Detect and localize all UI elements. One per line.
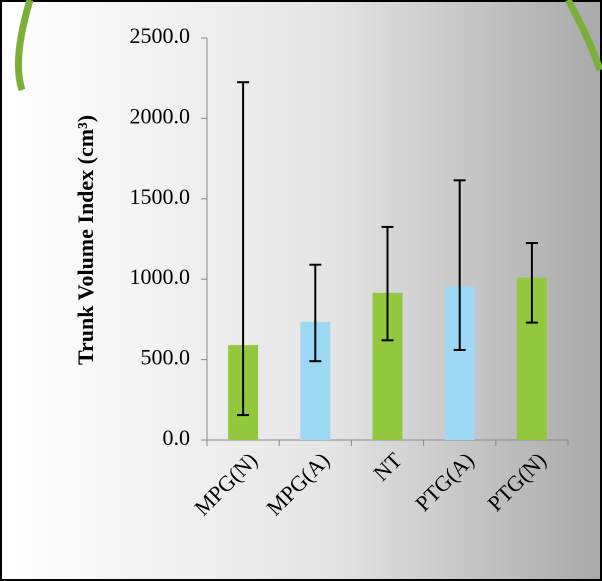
y-axis-title: Trunk Volume Index (cm³) [73,115,98,365]
y-tick-label: 0.0 [163,425,191,450]
y-tick-label: 500.0 [141,345,191,370]
y-tick-label: 2500.0 [130,23,191,48]
y-tick-label: 1500.0 [130,184,191,209]
y-tick-label: 1000.0 [130,264,191,289]
chart: Trunk Volume Index (cm³) 0.0 500.0 1000.0 1… [0,0,602,581]
y-tick-label: 2000.0 [130,103,191,128]
